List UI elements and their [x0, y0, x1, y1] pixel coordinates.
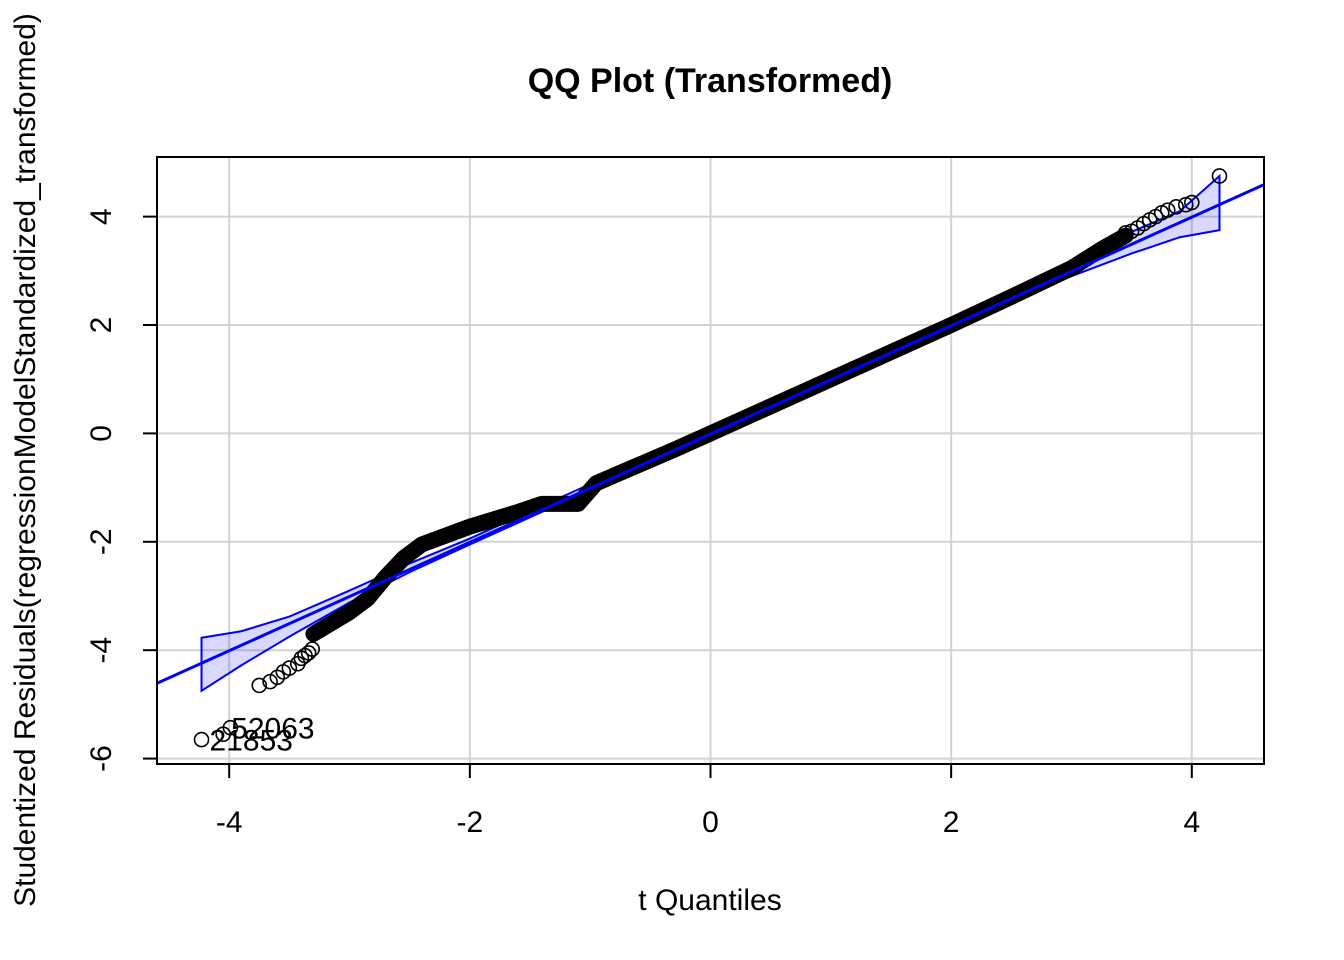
- qq-point: [222, 719, 239, 736]
- point-label: 21853: [210, 725, 293, 758]
- qq-point: [304, 641, 321, 657]
- qq-point: [251, 677, 268, 694]
- y-axis-label: Studentized Residuals(regressionModelSta…: [9, 13, 42, 907]
- y-tick-label: 4: [85, 208, 118, 225]
- x-tick-label: -4: [216, 806, 243, 839]
- y-tick-label: 0: [85, 425, 118, 442]
- dense-point-curve: [305, 227, 1134, 642]
- dense-points-band: [305, 227, 1134, 642]
- qq-point: [1168, 199, 1184, 215]
- y-tick-label: -4: [85, 637, 118, 664]
- qq-point: [300, 645, 317, 661]
- extreme-points: [193, 168, 1228, 748]
- qq-point: [1184, 194, 1200, 211]
- y-tick-label: -2: [85, 528, 118, 555]
- chart-title: QQ Plot (Transformed): [528, 62, 893, 100]
- x-axis-label: t Quantiles: [638, 884, 781, 917]
- x-tick-label: 0: [702, 806, 719, 839]
- x-tick-label: 2: [943, 806, 960, 839]
- y-axis: -6 -4 -2 0 2 4: [85, 208, 158, 772]
- qq-point: [1159, 202, 1176, 218]
- qq-point: [281, 660, 298, 676]
- x-axis: -4 -2 0 2 4: [216, 763, 1200, 839]
- x-tick-label: -2: [457, 806, 484, 839]
- y-tick-label: -6: [85, 745, 118, 772]
- reference-line: [157, 183, 1264, 685]
- qq-point: [1211, 168, 1228, 184]
- point-label: 52063: [231, 713, 314, 746]
- y-tick-label: 2: [85, 317, 118, 334]
- x-tick-label: 4: [1183, 806, 1200, 839]
- qq-point: [193, 731, 210, 748]
